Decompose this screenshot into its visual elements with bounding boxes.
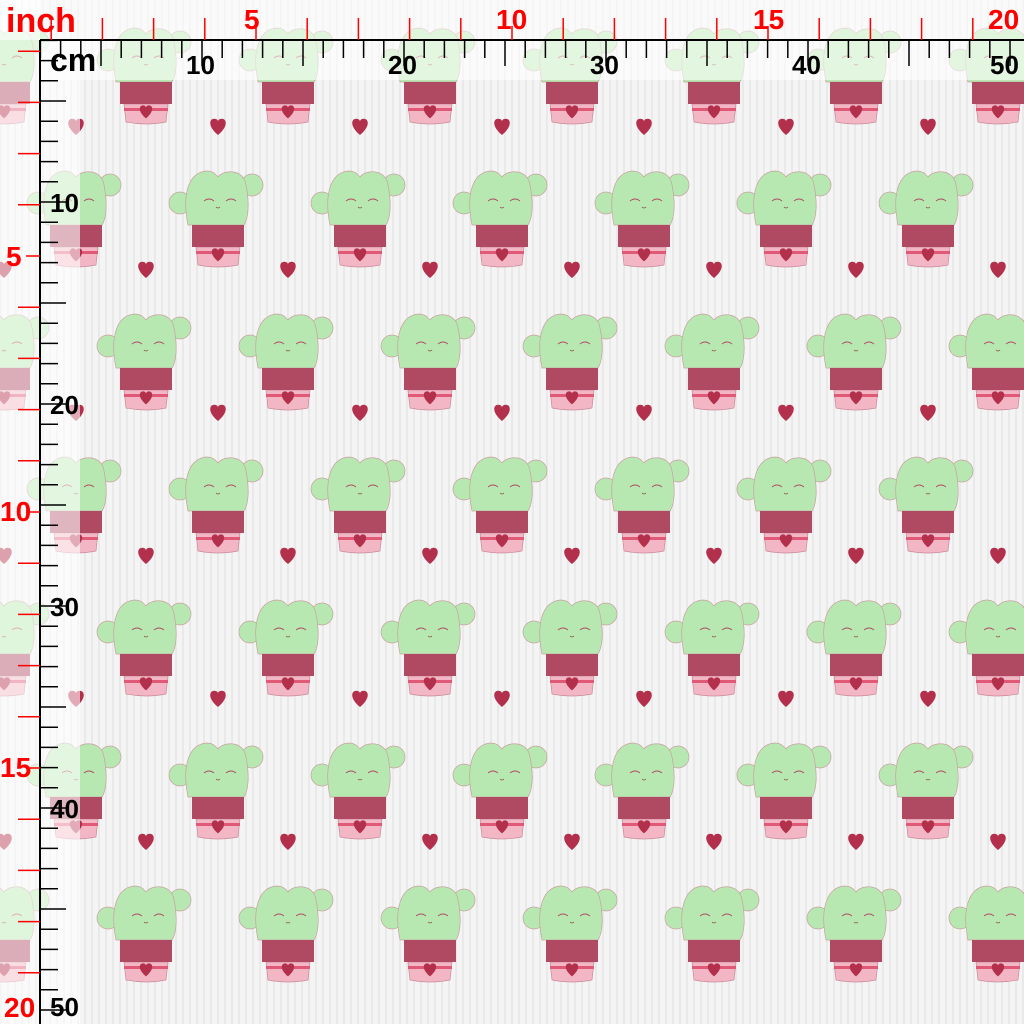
cm-label-left-30: 30 (50, 592, 79, 622)
inch-label-left-10: 10 (0, 496, 32, 527)
cm-unit-label: cm (50, 42, 97, 78)
inch-label-top-15: 15 (753, 4, 785, 35)
cm-label-left-40: 40 (50, 794, 79, 824)
inch-label-top-20: 20 (988, 4, 1020, 35)
inch-label-left-20: 20 (4, 992, 36, 1023)
inch-label-left-5: 5 (6, 241, 22, 272)
cm-label-top-10: 10 (186, 50, 215, 80)
cm-label-left-10: 10 (50, 188, 79, 218)
cm-label-top-40: 40 (792, 50, 821, 80)
cm-label-top-20: 20 (388, 50, 417, 80)
cm-label-top-30: 30 (590, 50, 619, 80)
inch-label-top-10: 10 (496, 4, 528, 35)
inch-label-top-5: 5 (244, 4, 260, 35)
cm-label-top-50: 50 (990, 50, 1019, 80)
inch-unit-label: inch (6, 2, 76, 40)
cm-label-left-20: 20 (50, 390, 79, 420)
inch-label-left-15: 15 (0, 752, 32, 783)
cm-label-left-50: 50 (50, 992, 79, 1022)
